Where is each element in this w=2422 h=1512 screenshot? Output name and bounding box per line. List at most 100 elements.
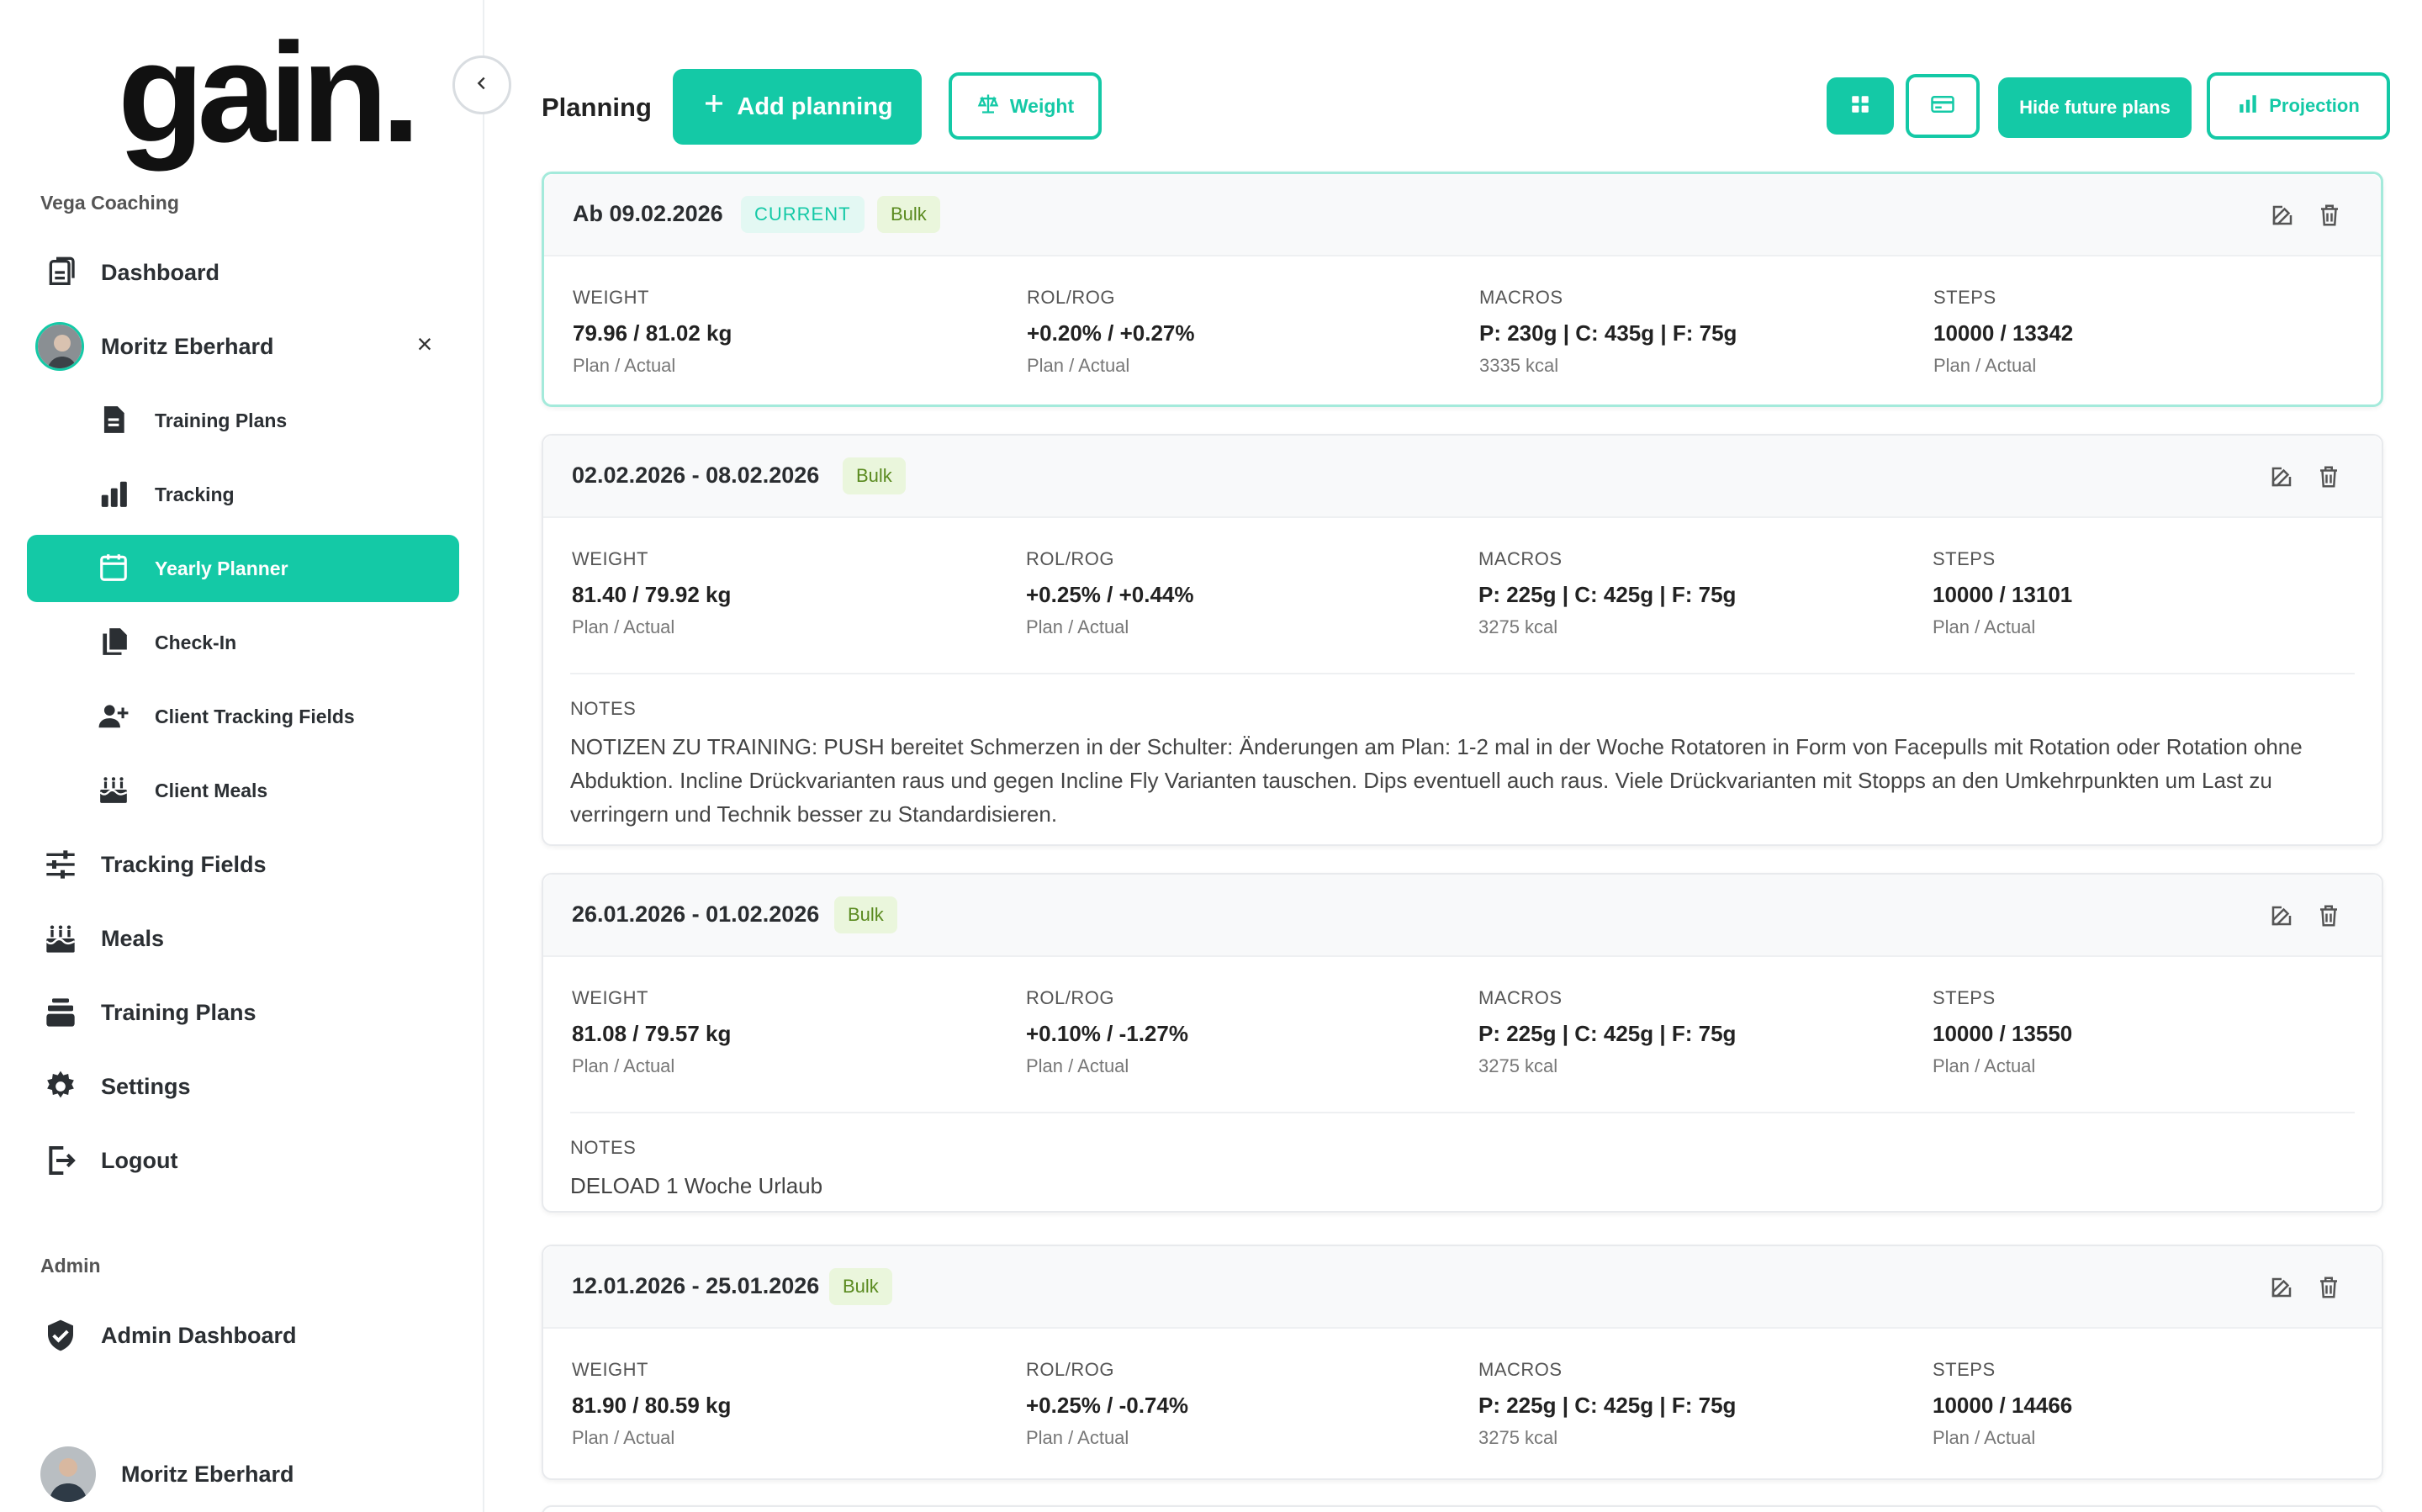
plan-date: 02.02.2026 - 08.02.2026 — [572, 463, 820, 488]
avatar — [35, 322, 84, 371]
delete-icon[interactable] — [2316, 464, 2341, 489]
grid-icon — [1849, 93, 1871, 119]
grid-view-button[interactable] — [1827, 77, 1894, 135]
plan-card: 12.01.2026 - 25.01.2026 Bulk WEIGHT 81.9… — [542, 1245, 2383, 1480]
chevron-left-icon — [473, 74, 491, 97]
sidebar-item-label: Training Plans — [155, 409, 288, 431]
sidebar-item-label: Settings — [101, 1073, 191, 1099]
phase-badge: Bulk — [829, 1268, 892, 1305]
app-logo[interactable]: gain. — [118, 13, 420, 172]
plan-metrics: WEIGHT 81.08 / 79.57 kg Plan / Actual RO… — [543, 957, 2382, 1112]
cake-icon — [44, 922, 77, 955]
page-title: Planning — [542, 93, 652, 122]
sidebar-item-label: Tracking Fields — [101, 851, 267, 877]
macros-metric: MACROS P: 225g | C: 425g | F: 75g 3275 k… — [1478, 548, 1737, 637]
sidebar-item-meals[interactable]: Meals — [27, 905, 459, 972]
weight-metric: WEIGHT 81.08 / 79.57 kg Plan / Actual — [572, 987, 732, 1076]
sidebar-item-tracking-fields[interactable]: Tracking Fields — [27, 831, 459, 898]
edit-icon[interactable] — [2269, 1275, 2294, 1300]
sidebar-item-settings[interactable]: Settings — [27, 1053, 459, 1120]
weight-button[interactable]: Weight — [949, 72, 1102, 140]
edit-icon[interactable] — [2269, 464, 2294, 489]
macros-metric: MACROS P: 230g | C: 435g | F: 75g 3335 k… — [1479, 287, 1737, 376]
rol-metric: ROL/ROG +0.25% / +0.44% Plan / Actual — [1026, 548, 1194, 637]
shield-icon — [44, 1319, 77, 1352]
plan-card: Ab 09.02.2026 CURRENT Bulk WEIGHT 79.96 … — [542, 172, 2383, 407]
user-profile[interactable]: Moritz Eberhard — [40, 1446, 461, 1502]
sidebar-item-dashboard[interactable]: Dashboard — [27, 239, 459, 306]
logout-icon — [44, 1144, 77, 1177]
rol-metric: ROL/ROG +0.20% / +0.27% Plan / Actual — [1027, 287, 1195, 376]
org-title: Vega Coaching — [40, 192, 179, 214]
collapse-sidebar-button[interactable] — [452, 56, 511, 114]
card-icon — [1930, 92, 1955, 121]
copy-icon — [98, 626, 130, 658]
weight-metric: WEIGHT 81.40 / 79.92 kg Plan / Actual — [572, 548, 732, 637]
sidebar-item-admin-dashboard[interactable]: Admin Dashboard — [27, 1302, 459, 1369]
sidebar-item-client-tracking-fields[interactable]: Client Tracking Fields — [27, 683, 459, 750]
add-planning-button[interactable]: Add planning — [673, 69, 922, 145]
document-icon — [98, 404, 130, 436]
gear-icon — [44, 1070, 77, 1103]
sidebar-item-yearly-planner[interactable]: Yearly Planner — [27, 535, 459, 602]
notes-text: DELOAD 1 Woche Urlaub — [570, 1173, 823, 1198]
plan-date: 26.01.2026 - 01.02.2026 — [572, 901, 820, 927]
sidebar-item-label: Check-In — [155, 631, 237, 653]
plan-metrics: WEIGHT 81.90 / 80.59 kg Plan / Actual RO… — [543, 1329, 2382, 1483]
hide-future-plans-button[interactable]: Hide future plans — [1998, 77, 2192, 138]
sidebar-item-label: Dashboard — [101, 259, 220, 285]
plan-card — [542, 1505, 2383, 1512]
sliders-icon — [44, 848, 77, 881]
stack-icon — [44, 996, 77, 1029]
macros-metric: MACROS P: 225g | C: 425g | F: 75g 3275 k… — [1478, 1359, 1737, 1448]
projection-button[interactable]: Projection — [2207, 72, 2390, 140]
edit-icon[interactable] — [2269, 903, 2294, 928]
plan-card: 26.01.2026 - 01.02.2026 Bulk WEIGHT 81.0… — [542, 873, 2383, 1213]
macros-metric: MACROS P: 225g | C: 425g | F: 75g 3275 k… — [1478, 987, 1737, 1076]
close-icon[interactable]: × — [416, 329, 433, 359]
plan-card: 02.02.2026 - 08.02.2026 Bulk WEIGHT 81.4… — [542, 434, 2383, 846]
main-content: Planning Add planning Weight Hide future… — [486, 0, 2422, 1512]
delete-icon[interactable] — [2316, 903, 2341, 928]
plan-date: Ab 09.02.2026 — [573, 201, 723, 226]
sidebar-item-label: Logout — [101, 1147, 178, 1173]
bar-chart-icon — [98, 478, 130, 510]
card-view-button[interactable] — [1906, 74, 1980, 138]
plan-notes: NOTES NOTIZEN ZU TRAINING: PUSH bereitet… — [570, 673, 2355, 851]
plan-metrics: WEIGHT 79.96 / 81.02 kg Plan / Actual RO… — [544, 256, 2381, 411]
delete-icon[interactable] — [2317, 203, 2342, 228]
phase-badge: Bulk — [834, 896, 897, 933]
sidebar-item-tracking[interactable]: Tracking — [27, 461, 459, 528]
sidebar-item-label: Moritz Eberhard — [101, 333, 274, 359]
weight-metric: WEIGHT 81.90 / 80.59 kg Plan / Actual — [572, 1359, 732, 1448]
steps-metric: STEPS 10000 / 13342 Plan / Actual — [1933, 287, 2074, 376]
sidebar: gain. Vega Coaching Dashboard Moritz Ebe… — [0, 0, 484, 1512]
sidebar-item-logout[interactable]: Logout — [27, 1127, 459, 1194]
sidebar-item-label: Client Meals — [155, 779, 268, 801]
sidebar-item-training-plans-global[interactable]: Training Plans — [27, 979, 459, 1046]
rol-metric: ROL/ROG +0.25% / -0.74% Plan / Actual — [1026, 1359, 1188, 1448]
plan-date: 12.01.2026 - 25.01.2026 — [572, 1273, 820, 1298]
sidebar-item-check-in[interactable]: Check-In — [27, 609, 459, 676]
current-badge: CURRENT — [741, 196, 865, 233]
phase-badge: Bulk — [843, 457, 906, 494]
avatar — [40, 1446, 96, 1502]
plan-metrics: WEIGHT 81.40 / 79.92 kg Plan / Actual RO… — [543, 518, 2382, 673]
user-plus-icon — [98, 700, 130, 732]
user-name: Moritz Eberhard — [121, 1462, 294, 1487]
weight-metric: WEIGHT 79.96 / 81.02 kg Plan / Actual — [573, 287, 732, 376]
plan-notes: NOTES DELOAD 1 Woche Urlaub — [570, 1112, 2355, 1223]
plus-icon — [701, 91, 727, 123]
sidebar-item-client-meals[interactable]: Client Meals — [27, 757, 459, 824]
scale-icon — [976, 92, 1000, 120]
sidebar-item-label: Yearly Planner — [155, 557, 288, 579]
sidebar-item-label: Client Tracking Fields — [155, 705, 355, 727]
steps-metric: STEPS 10000 / 14466 Plan / Actual — [1933, 1359, 2073, 1448]
cake-icon — [98, 774, 130, 806]
dashboard-icon — [44, 256, 77, 289]
sidebar-item-training-plans[interactable]: Training Plans — [27, 387, 459, 454]
admin-section-title: Admin — [40, 1255, 101, 1277]
edit-icon[interactable] — [2270, 203, 2295, 228]
sidebar-item-client[interactable]: Moritz Eberhard — [27, 313, 459, 380]
delete-icon[interactable] — [2316, 1275, 2341, 1300]
